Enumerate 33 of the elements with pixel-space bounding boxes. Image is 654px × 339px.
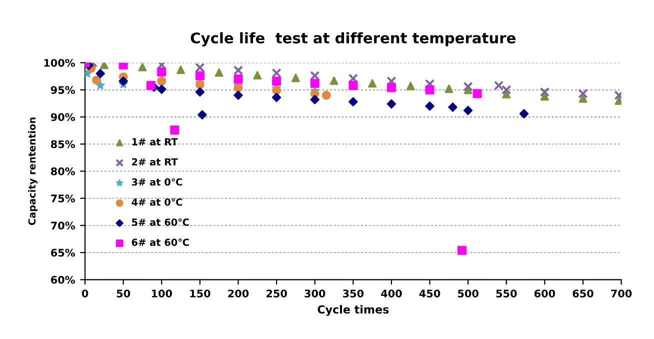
x-tick-label: 250 (266, 290, 287, 298)
y-tick-label: 80% (51, 167, 75, 176)
x-tick-label: 550 (496, 290, 517, 298)
x-tick-label: 650 (572, 290, 594, 298)
x-axis-title: Cycle times (318, 305, 389, 316)
x-tick-label: 400 (381, 290, 402, 298)
x-tick-label: 450 (419, 290, 440, 298)
y-tick-label: 100% (44, 58, 75, 67)
x-tick-label: 350 (342, 290, 364, 298)
y-tick-label: 60% (51, 276, 75, 284)
y-axis-title: Capacity rentention (28, 118, 38, 226)
chart-title: Cycle life test at different temperature (190, 32, 516, 46)
x-tick-label: 50 (116, 290, 130, 298)
x-tick-label: 300 (304, 290, 326, 298)
legend-label: 6# at 60℃ (132, 238, 189, 246)
x-tick-label: 150 (190, 290, 210, 298)
legend-label: 5# at 60℃ (132, 218, 189, 226)
legend-label: 1# at RT (132, 138, 178, 146)
y-tick-label: 70% (51, 222, 75, 230)
x-tick-label: 700 (611, 290, 632, 298)
x-tick-label: 0 (82, 290, 88, 298)
y-tick-label: 65% (51, 248, 75, 257)
x-tick-label: 500 (458, 290, 478, 298)
x-tick-label: 200 (228, 290, 249, 298)
y-tick-label: 85% (51, 140, 75, 148)
legend-label: 4# at 0℃ (132, 198, 182, 206)
x-tick-label: 100 (152, 290, 172, 298)
y-tick-label: 95% (50, 86, 75, 94)
legend-label: 2# at RT (132, 158, 178, 166)
y-tick-label: 90% (50, 113, 75, 122)
y-tick-label: 75% (51, 194, 75, 202)
x-tick-label: 600 (534, 290, 556, 298)
legend-label: 3# at 0℃ (132, 178, 182, 186)
